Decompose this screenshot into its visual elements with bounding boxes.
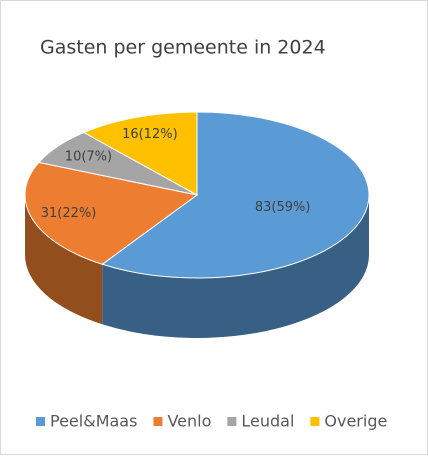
pie-sides <box>24 195 369 338</box>
data-label: 31(22%) <box>41 206 97 221</box>
chart-title: Gasten per gemeente in 2024 <box>40 37 326 59</box>
data-label: 83(59%) <box>255 200 311 215</box>
legend-label: Overige <box>324 412 387 431</box>
pie-tops <box>24 111 370 279</box>
legend-swatch <box>153 417 163 426</box>
legend-swatch <box>36 417 45 426</box>
data-label: 16(12%) <box>122 127 178 142</box>
legend-swatch <box>227 417 237 426</box>
pie-slice <box>101 111 370 279</box>
data-labels: 83(59%) 31(22%) 10(7%) 16(12%) <box>41 127 311 221</box>
legend-label: Leudal <box>241 412 294 431</box>
legend: Peel&Maas Venlo Leudal Overige <box>36 412 387 431</box>
legend-swatch <box>310 417 320 426</box>
data-label: 10(7%) <box>65 149 112 164</box>
pie-slice <box>82 111 198 196</box>
legend-label: Peel&Maas <box>50 412 137 431</box>
legend-label: Venlo <box>167 412 211 431</box>
pie-side <box>102 195 369 338</box>
pie-slice <box>24 161 199 265</box>
pie-side <box>24 195 103 325</box>
